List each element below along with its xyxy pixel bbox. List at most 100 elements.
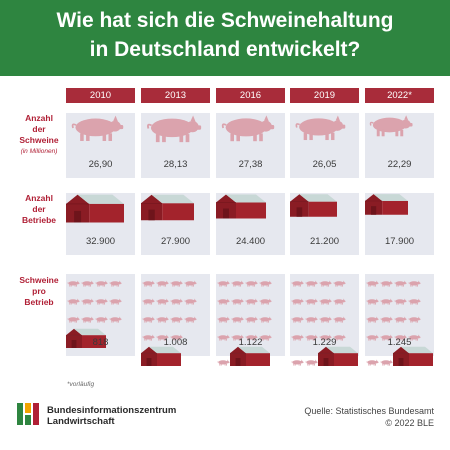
- pig-icon: [231, 298, 244, 305]
- pig-icon: [291, 280, 304, 287]
- pig-icon: [259, 334, 272, 341]
- pig-icon: [142, 316, 155, 323]
- table-cell: 26,05: [290, 113, 359, 178]
- pig-icon: [259, 316, 272, 323]
- pig-icon: [156, 334, 169, 341]
- pig-icon: [217, 316, 230, 323]
- pig-icon: [245, 316, 258, 323]
- table-cell: 26,90: [66, 113, 135, 178]
- pig-icon: [81, 316, 94, 323]
- pig-icon: [147, 115, 202, 143]
- pig-icon: [333, 280, 346, 287]
- page-title: Wie hat sich die Schweinehaltung in Deut…: [0, 6, 450, 64]
- pig-icon: [305, 359, 318, 366]
- pig-icon: [333, 316, 346, 323]
- pig-icon: [95, 316, 108, 323]
- logo-line-2: Landwirtschaft: [47, 416, 115, 427]
- pig-icon: [67, 316, 80, 323]
- barn-icon: [141, 346, 181, 366]
- value-label: 1.229: [312, 337, 337, 348]
- table-cell: 27,38: [216, 113, 285, 178]
- pig-icon: [394, 280, 407, 287]
- pig-icon: [408, 298, 421, 305]
- pig-icon: [319, 298, 332, 305]
- pig-icon: [366, 280, 379, 287]
- pig-icon: [231, 316, 244, 323]
- pig-icon: [170, 298, 183, 305]
- pig-icon: [170, 280, 183, 287]
- pig-icon: [245, 334, 258, 341]
- value-label: 32.900: [85, 236, 116, 247]
- pig-icon: [380, 316, 393, 323]
- title-line-1: Wie hat sich die Schweinehaltung: [56, 9, 394, 32]
- pig-icon: [170, 316, 183, 323]
- row-label-farms: Anzahl der Betriebe: [12, 193, 66, 226]
- pig-icon: [217, 298, 230, 305]
- pig-icon: [408, 280, 421, 287]
- value-label: 27,38: [238, 159, 263, 170]
- pig-icon: [333, 334, 346, 341]
- pig-icon: [319, 280, 332, 287]
- table-cell: 17.900: [365, 193, 434, 255]
- table-cell: 1.122: [216, 274, 285, 366]
- pig-icon: [291, 298, 304, 305]
- footnote: *vorläufig: [67, 381, 95, 388]
- year-header: 2013: [141, 88, 210, 103]
- row-label-line: Betriebe: [21, 215, 56, 225]
- table-cell: 22,29: [365, 113, 434, 178]
- row-label-line: der: [32, 124, 46, 134]
- row-label-line: der: [32, 204, 46, 214]
- pig-icon: [231, 334, 244, 341]
- pig-icon: [394, 334, 407, 341]
- value-label: 818: [92, 337, 109, 348]
- table-cell: 1.008: [141, 274, 210, 366]
- table-cell: 1.245: [365, 274, 434, 366]
- pig-icon: [156, 280, 169, 287]
- pig-icon: [408, 334, 421, 341]
- table-cell: 24.400: [216, 193, 285, 255]
- row-label-line: Schweine: [19, 135, 59, 145]
- value-label: 21.200: [309, 236, 340, 247]
- pig-icon: [109, 316, 122, 323]
- source-note: Quelle: Statistisches Bundesamt © 2022 B…: [304, 405, 434, 429]
- year-header: 2022*: [365, 88, 434, 103]
- pig-icon: [142, 334, 155, 341]
- pig-icon: [291, 334, 304, 341]
- value-label: 22,29: [387, 159, 412, 170]
- table-cell: 28,13: [141, 113, 210, 178]
- pig-icon: [366, 359, 379, 366]
- pig-icon: [109, 280, 122, 287]
- pig-icon: [366, 316, 379, 323]
- source-line-1: Quelle: Statistisches Bundesamt: [304, 406, 434, 416]
- value-label: 26,05: [312, 159, 337, 170]
- pig-icon: [295, 115, 346, 141]
- row-label-per-farm: Schweine pro Betrieb: [12, 275, 66, 308]
- table-cell: 1.229: [290, 274, 359, 366]
- value-label: 27.900: [160, 236, 191, 247]
- pig-icon: [156, 298, 169, 305]
- value-label: 24.400: [235, 236, 266, 247]
- pig-icon: [71, 115, 124, 141]
- pig-icon: [366, 334, 379, 341]
- pig-icon: [369, 115, 413, 137]
- pig-icon: [291, 359, 304, 366]
- pig-icon: [81, 298, 94, 305]
- logo-line-1: Bundesinformationszentrum: [47, 405, 177, 416]
- pig-icon: [95, 280, 108, 287]
- pig-icon: [184, 280, 197, 287]
- ble-logo-icon: [15, 400, 41, 428]
- table-cell: 32.900: [66, 193, 135, 255]
- pig-icon: [394, 298, 407, 305]
- barn-icon: [141, 194, 194, 221]
- pig-icon: [142, 298, 155, 305]
- value-label: 1.122: [238, 337, 263, 348]
- pig-icon: [291, 316, 304, 323]
- barn-icon: [318, 346, 358, 366]
- value-label: 1.245: [387, 337, 412, 348]
- pig-icon: [170, 334, 183, 341]
- row-label-line: pro: [32, 286, 46, 296]
- source-line-2: © 2022 BLE: [385, 418, 434, 428]
- pig-icon: [259, 298, 272, 305]
- row-label-pigs: Anzahl der Schweine (in Millionen): [12, 113, 66, 157]
- pig-icon: [380, 359, 393, 366]
